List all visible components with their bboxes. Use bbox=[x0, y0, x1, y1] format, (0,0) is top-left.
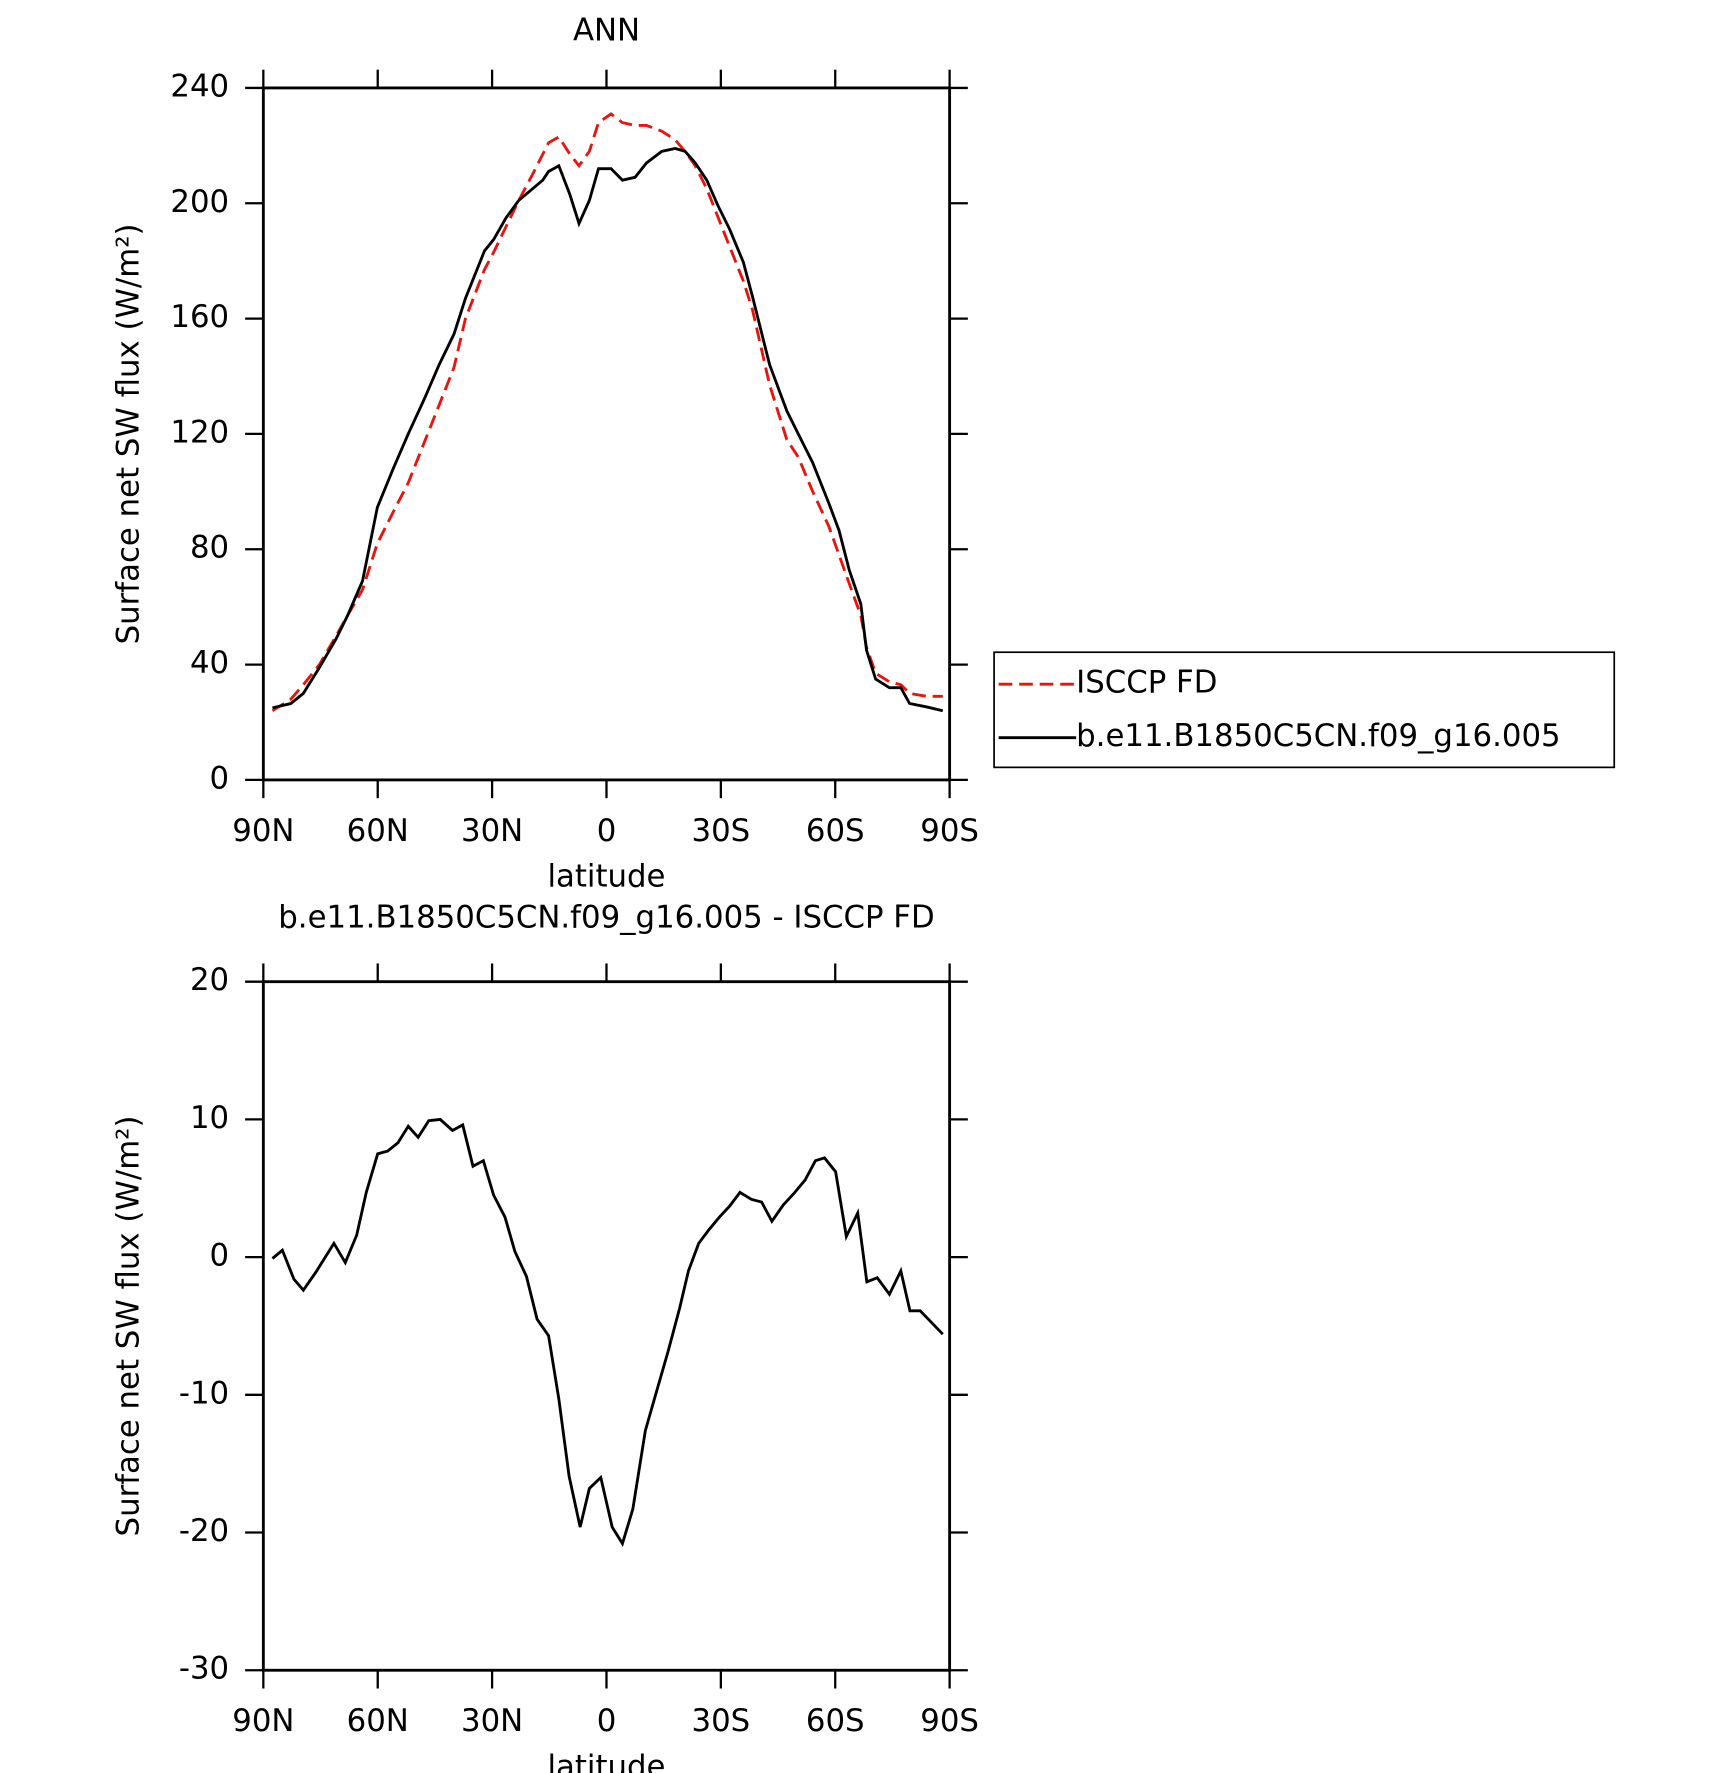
y-tick-label: 0 bbox=[210, 1238, 230, 1274]
y-axis-label: Surface net SW flux (W/m²) bbox=[110, 223, 146, 644]
y-tick-label: -20 bbox=[179, 1513, 229, 1549]
y-tick-label: 160 bbox=[170, 299, 229, 335]
plot-frame bbox=[261, 980, 952, 1672]
x-tick-label: 90N bbox=[232, 1703, 294, 1739]
x-tick-label: 90N bbox=[232, 813, 294, 849]
x-tick-label: 30N bbox=[461, 813, 523, 849]
y-tick-label: 200 bbox=[170, 184, 229, 220]
series-line bbox=[272, 146, 944, 713]
y-tick-label: 240 bbox=[170, 68, 229, 104]
chart-title: b.e11.B1850C5CN.f09_g16.005 - ISCCP FD bbox=[278, 899, 934, 935]
legend-label: ISCCP FD bbox=[1076, 665, 1217, 701]
y-tick-label: 120 bbox=[170, 414, 229, 450]
y-tick-label: 80 bbox=[190, 530, 229, 566]
y-tick-label: 40 bbox=[190, 645, 229, 681]
x-tick-label: 60S bbox=[806, 1703, 865, 1739]
chart-title: ANN bbox=[573, 13, 640, 49]
plot-frame bbox=[261, 86, 952, 782]
y-axis-label: Surface net SW flux (W/m²) bbox=[110, 1115, 146, 1536]
y-tick-label: -10 bbox=[179, 1375, 229, 1411]
x-tick-label: 60S bbox=[806, 813, 865, 849]
legend-box bbox=[993, 651, 1616, 769]
legend-label: b.e11.B1850C5CN.f09_g16.005 bbox=[1076, 718, 1560, 754]
x-tick-label: 60N bbox=[347, 813, 409, 849]
x-tick-label: 0 bbox=[597, 813, 617, 849]
y-tick-label: 10 bbox=[190, 1100, 229, 1136]
y-tick-label: 20 bbox=[190, 962, 229, 998]
x-axis-label: latitude bbox=[547, 858, 665, 894]
x-tick-label: 30S bbox=[692, 1703, 751, 1739]
y-tick-label: -30 bbox=[179, 1651, 229, 1687]
series-line bbox=[271, 1117, 944, 1548]
x-tick-label: 0 bbox=[597, 1703, 617, 1739]
y-tick-label: 0 bbox=[210, 760, 230, 796]
x-tick-label: 30N bbox=[461, 1703, 523, 1739]
x-tick-label: 90S bbox=[920, 813, 979, 849]
x-tick-label: 90S bbox=[920, 1703, 979, 1739]
x-tick-label: 60N bbox=[347, 1703, 409, 1739]
series-line bbox=[271, 112, 943, 712]
x-axis-label: latitude bbox=[547, 1749, 665, 1773]
x-tick-label: 30S bbox=[692, 813, 751, 849]
